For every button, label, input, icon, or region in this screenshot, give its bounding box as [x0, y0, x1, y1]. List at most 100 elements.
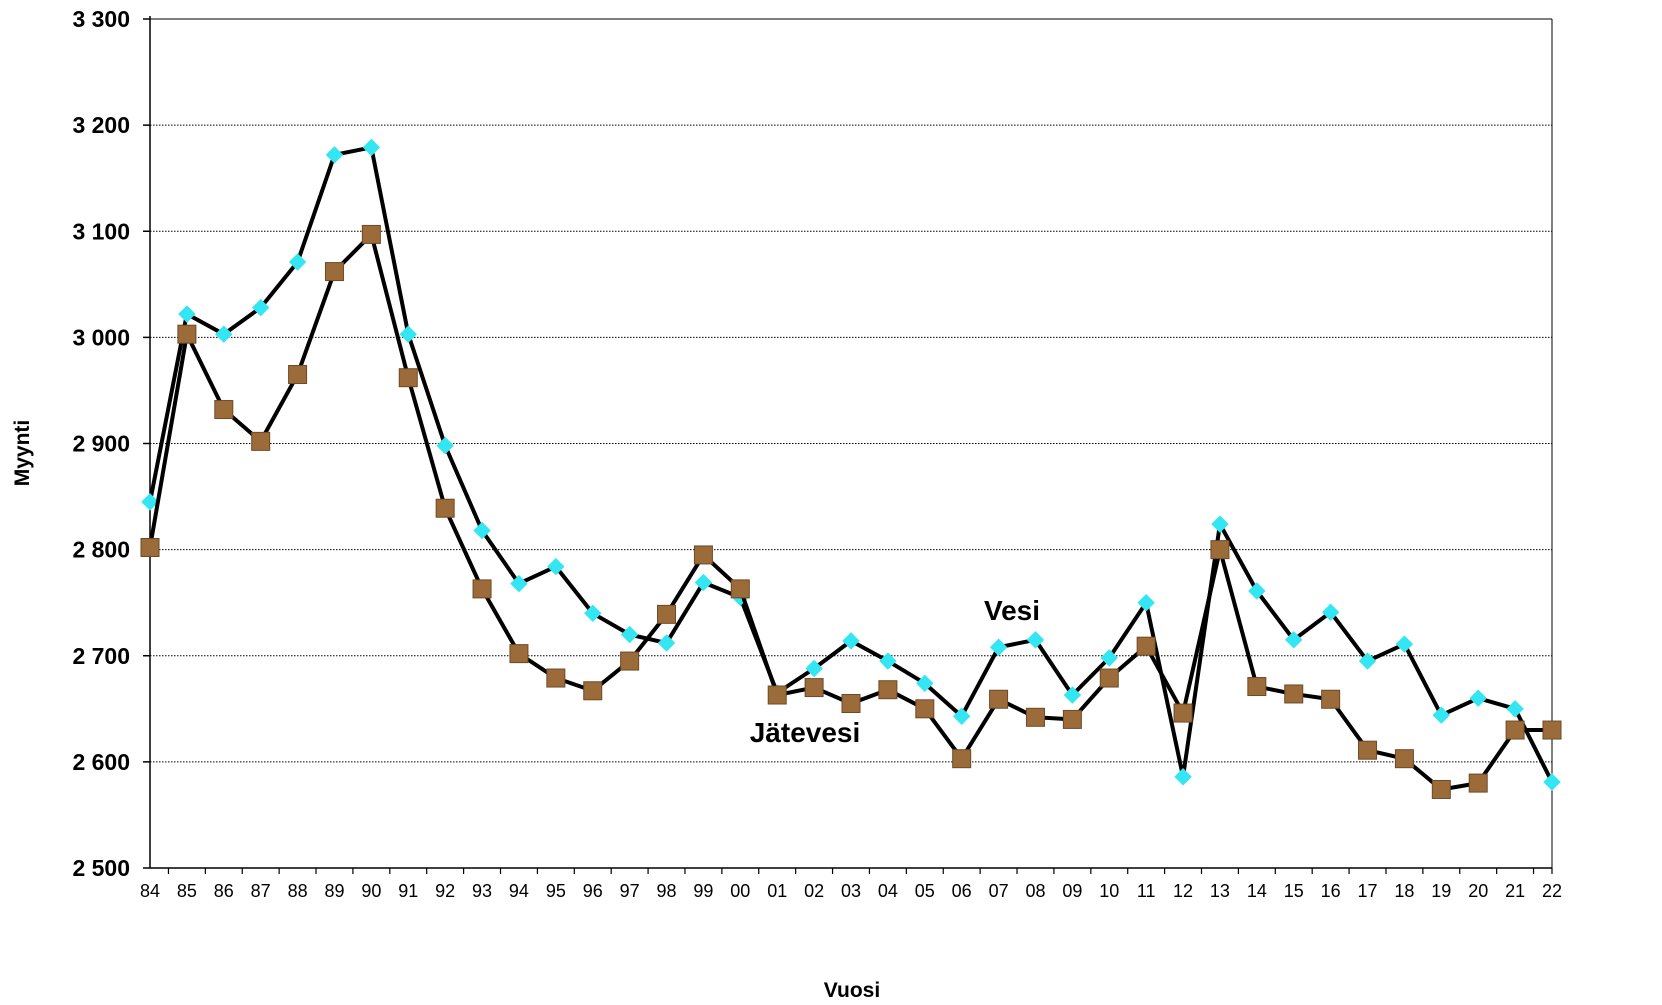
- jatevesi-series-label: Jätevesi: [750, 717, 861, 748]
- series-group: [140, 138, 1562, 799]
- y-tick-label: 3 100: [72, 218, 130, 244]
- x-tick-label: 18: [1394, 881, 1414, 901]
- x-tick-label: 92: [435, 881, 455, 901]
- data-point-diamond: [694, 573, 713, 592]
- data-point-square: [251, 431, 271, 451]
- x-tick-label: 11: [1137, 881, 1156, 901]
- x-tick-label: 01: [767, 881, 787, 901]
- data-point-square: [509, 644, 529, 664]
- data-point-square: [620, 651, 640, 671]
- x-tick-label: 19: [1431, 881, 1451, 901]
- data-point-square: [1505, 720, 1525, 740]
- x-tick-label: 03: [841, 881, 861, 901]
- data-point-square: [1136, 636, 1156, 656]
- x-tick-label: 06: [952, 881, 972, 901]
- data-point-diamond: [325, 146, 344, 164]
- data-point-diamond: [288, 253, 307, 271]
- x-tick-label: 87: [251, 881, 271, 901]
- data-point-square: [915, 699, 935, 719]
- data-point-square: [693, 545, 713, 565]
- y-tick-label: 3 300: [72, 6, 130, 32]
- x-tick-label: 21: [1505, 881, 1525, 901]
- data-point-diamond: [251, 298, 270, 317]
- data-point-square: [177, 324, 197, 344]
- x-tick-label: 17: [1358, 881, 1378, 901]
- x-tick-label: 85: [177, 881, 197, 901]
- data-point-diamond: [916, 674, 934, 693]
- data-point-square: [1284, 684, 1304, 704]
- x-tick-labels: 84 85 86 87 88 89 90 91 92 93 94 95 96 97 98 99 00 01 02 03…: [140, 881, 1562, 901]
- data-point-diamond: [1432, 706, 1451, 724]
- x-tick-label: 07: [989, 881, 1009, 901]
- y-tick-label: 2 500: [72, 855, 130, 881]
- data-point-diamond: [805, 659, 823, 678]
- x-tick-label: 94: [509, 881, 529, 901]
- data-point-diamond: [1285, 631, 1303, 649]
- data-point-square: [288, 365, 308, 385]
- data-point-square: [361, 224, 381, 244]
- data-point-diamond: [178, 305, 196, 323]
- x-tick-label: 02: [804, 881, 824, 901]
- y-tick-label: 3 000: [72, 324, 130, 350]
- data-point-square: [1210, 540, 1230, 560]
- y-tick-labels: 2 500 2 600 2 700 2 800 2 900 3 000 3 100 3 200…: [72, 6, 130, 881]
- data-point-diamond: [1248, 582, 1266, 600]
- x-tick-label: 00: [730, 881, 750, 901]
- x-tick-label: 15: [1284, 881, 1304, 901]
- y-tick-label: 2 800: [72, 537, 130, 563]
- data-point-square: [1099, 668, 1119, 688]
- data-point-square: [804, 678, 824, 698]
- x-tick-label: 05: [915, 881, 935, 901]
- x-tick-label: 16: [1321, 881, 1341, 901]
- x-tick-label: 95: [546, 881, 566, 901]
- x-tick-label: 99: [693, 881, 713, 901]
- data-point-square: [324, 262, 344, 282]
- x-tick-label: 22: [1542, 881, 1562, 901]
- data-point-diamond: [141, 493, 159, 511]
- x-tick-label: 97: [620, 881, 640, 901]
- data-point-square: [1247, 677, 1267, 697]
- x-tick-label: 96: [583, 881, 603, 901]
- data-point-square: [1173, 703, 1193, 723]
- x-tick-label: 04: [878, 881, 898, 901]
- x-tick-label: 91: [398, 881, 418, 901]
- data-point-square: [952, 749, 972, 769]
- data-point-square: [1394, 749, 1414, 769]
- data-point-diamond: [1174, 768, 1192, 786]
- data-point-diamond: [547, 557, 565, 576]
- data-point-square: [1542, 720, 1562, 740]
- gridlines: [150, 124, 1552, 763]
- data-point-diamond: [1543, 773, 1561, 791]
- series-line: [148, 145, 1554, 783]
- data-point-diamond: [1506, 700, 1524, 718]
- data-point-square: [1062, 709, 1082, 729]
- data-point-square: [546, 668, 566, 688]
- data-point-square: [841, 694, 861, 714]
- data-point-square: [878, 680, 898, 700]
- y-tick-label: 2 900: [72, 431, 130, 457]
- data-point-square: [989, 689, 1009, 709]
- data-point-square: [730, 579, 750, 599]
- data-point-diamond: [1321, 603, 1340, 621]
- x-tick-label: 90: [361, 881, 381, 901]
- data-point-square: [1321, 689, 1341, 709]
- data-point-diamond: [989, 638, 1008, 656]
- vesi-series-label: Vesi: [984, 595, 1040, 626]
- y-tick-label: 2 700: [72, 643, 130, 669]
- y-tick-label: 2 600: [72, 749, 130, 775]
- data-point-diamond: [436, 436, 454, 455]
- data-point-square: [1468, 773, 1488, 793]
- data-point-diamond: [584, 604, 602, 623]
- x-tick-label: 89: [324, 881, 344, 901]
- x-tick-label: 88: [288, 881, 308, 901]
- x-tick-label: 10: [1099, 881, 1119, 901]
- data-point-diamond: [1395, 635, 1414, 653]
- x-tick-label: 08: [1025, 881, 1045, 901]
- data-point-square: [767, 685, 787, 705]
- x-axis-title: Vuosi: [824, 979, 880, 1002]
- y-tick-label: 3 200: [72, 112, 130, 138]
- data-point-diamond: [215, 325, 233, 343]
- data-point-diamond: [1358, 652, 1377, 670]
